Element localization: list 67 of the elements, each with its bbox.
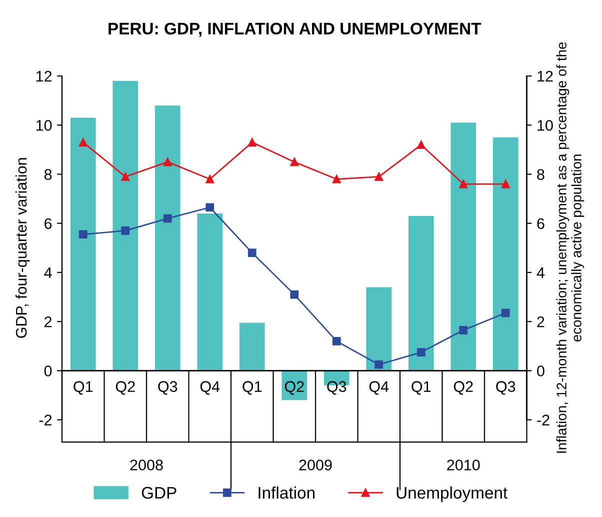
point (501, 308, 510, 318)
point (78, 230, 88, 239)
y-tick-label: -2 (39, 414, 52, 426)
x-tick-label: Q3 (496, 381, 516, 395)
point (121, 172, 130, 181)
point (78, 138, 88, 146)
point (501, 180, 510, 188)
x-tick-label: Q4 (200, 381, 220, 395)
y-tick-label: 6 (44, 218, 52, 230)
y2-tick-label: 12 (538, 70, 553, 82)
y2-tick-label: 2 (537, 316, 544, 328)
bar (112, 80, 138, 371)
y-tick-label: 4 (44, 267, 52, 278)
y2-tick-label: 0 (537, 366, 544, 376)
x-tick-label: Q3 (327, 381, 346, 395)
text: 2010 (447, 460, 480, 470)
x-tick-label: Q4 (369, 381, 389, 395)
legend-label: Inflation (258, 486, 314, 499)
point (290, 290, 299, 299)
point (374, 172, 384, 181)
text: 2008 (130, 460, 163, 470)
bar (492, 137, 518, 371)
legend-label: GDP (142, 486, 176, 499)
y2-tick-label: 4 (536, 267, 545, 278)
x-tick-label: Q2 (284, 381, 304, 395)
x-tick-label: Q2 (454, 381, 473, 395)
y-axis-title: GDP, four-quarter variation (15, 158, 30, 338)
point (459, 180, 468, 188)
y2-tick-label: 10 (538, 120, 553, 131)
x-tick-label: Q1 (412, 381, 431, 395)
point (248, 248, 256, 257)
point (290, 158, 299, 166)
bar (70, 118, 96, 371)
y2-tick-label: -2 (537, 414, 550, 426)
x-tick-label: Q1 (242, 381, 262, 395)
y2-axis-title: Inflation, 12-month variation; unemployment as a percentage of the economically active population (556, 42, 584, 453)
chart-title: PERU: GDP, INFLATION AND UNEMPLOYMENT (108, 22, 482, 37)
point (206, 174, 214, 184)
point (374, 360, 384, 369)
y-tick-label: 10 (36, 120, 52, 131)
y2-tick-label: 6 (537, 218, 544, 230)
x-tick-label: Q3 (158, 381, 178, 395)
x-tick-label: Q2 (116, 381, 135, 395)
bar (197, 214, 223, 371)
y-tick-label: 2 (44, 316, 52, 328)
point (163, 158, 172, 166)
point (206, 203, 214, 212)
point (332, 174, 341, 184)
text: 2009 (299, 460, 332, 470)
bar (450, 122, 476, 371)
point (416, 348, 426, 356)
point (121, 226, 130, 235)
bar (366, 287, 392, 371)
point (163, 214, 172, 223)
legend-label: Unemployment (396, 486, 508, 502)
y-tick-label: 12 (36, 70, 52, 82)
y-tick-label: 0 (44, 366, 52, 376)
x-tick-label: Q1 (74, 381, 93, 395)
point (416, 140, 426, 149)
bar (408, 216, 434, 371)
bar (154, 105, 180, 371)
point (459, 326, 468, 334)
point (248, 138, 256, 146)
point (332, 337, 341, 346)
y-tick-label: 8 (44, 169, 52, 180)
bar (239, 322, 265, 371)
y2-tick-label: 8 (537, 169, 544, 180)
